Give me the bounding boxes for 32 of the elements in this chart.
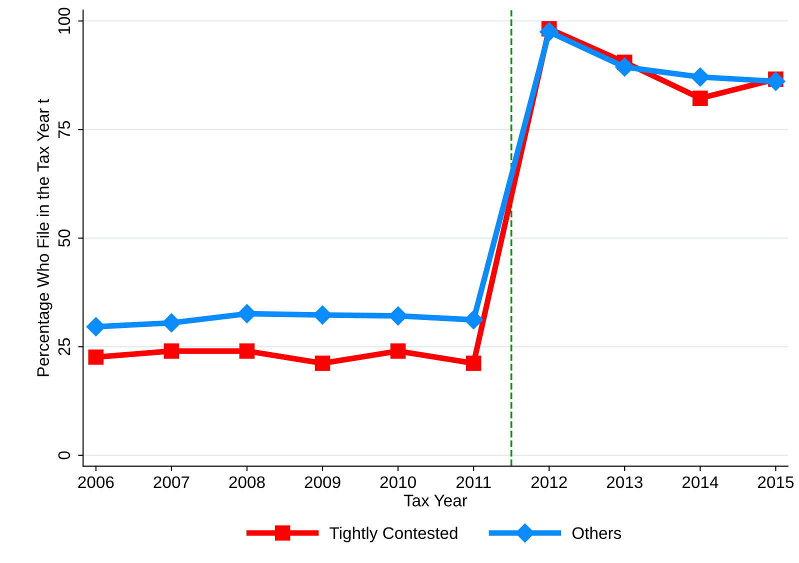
point xyxy=(766,72,786,91)
y-tick-label: 25 xyxy=(58,338,70,356)
point xyxy=(464,310,484,330)
x-tick-label: 2006 xyxy=(78,476,114,488)
point xyxy=(692,90,708,106)
point xyxy=(88,350,104,365)
x-tick-label: 2015 xyxy=(758,476,794,488)
x-tick-label: 2014 xyxy=(682,476,718,488)
point xyxy=(466,356,482,371)
y-tick-label: 100 xyxy=(58,8,70,34)
legend-label: Others xyxy=(572,526,622,540)
point xyxy=(239,343,255,359)
x-tick-label: 2008 xyxy=(229,476,265,488)
point xyxy=(164,343,180,359)
y-tick-label: 0 xyxy=(58,451,70,460)
x-axis-title: Tax Year xyxy=(404,494,468,506)
y-axis-title: Percentage Who File in the Tax Year t xyxy=(36,98,52,376)
y-tick-label: 75 xyxy=(58,121,70,138)
y-tick-label: 50 xyxy=(58,230,70,247)
x-tick-label: 2009 xyxy=(304,476,340,488)
x-tick-label: 2007 xyxy=(154,476,190,488)
point xyxy=(390,343,406,359)
x-tick-label: 2013 xyxy=(606,476,642,488)
point xyxy=(86,317,106,336)
point xyxy=(615,57,634,77)
point xyxy=(314,356,330,371)
x-tick-label: 2011 xyxy=(456,476,491,488)
point xyxy=(690,67,710,87)
x-tick-label: 2010 xyxy=(380,476,416,488)
x-tick-label: 2012 xyxy=(531,476,567,488)
legend-label: Tightly Contested xyxy=(330,526,458,542)
point xyxy=(540,22,559,42)
